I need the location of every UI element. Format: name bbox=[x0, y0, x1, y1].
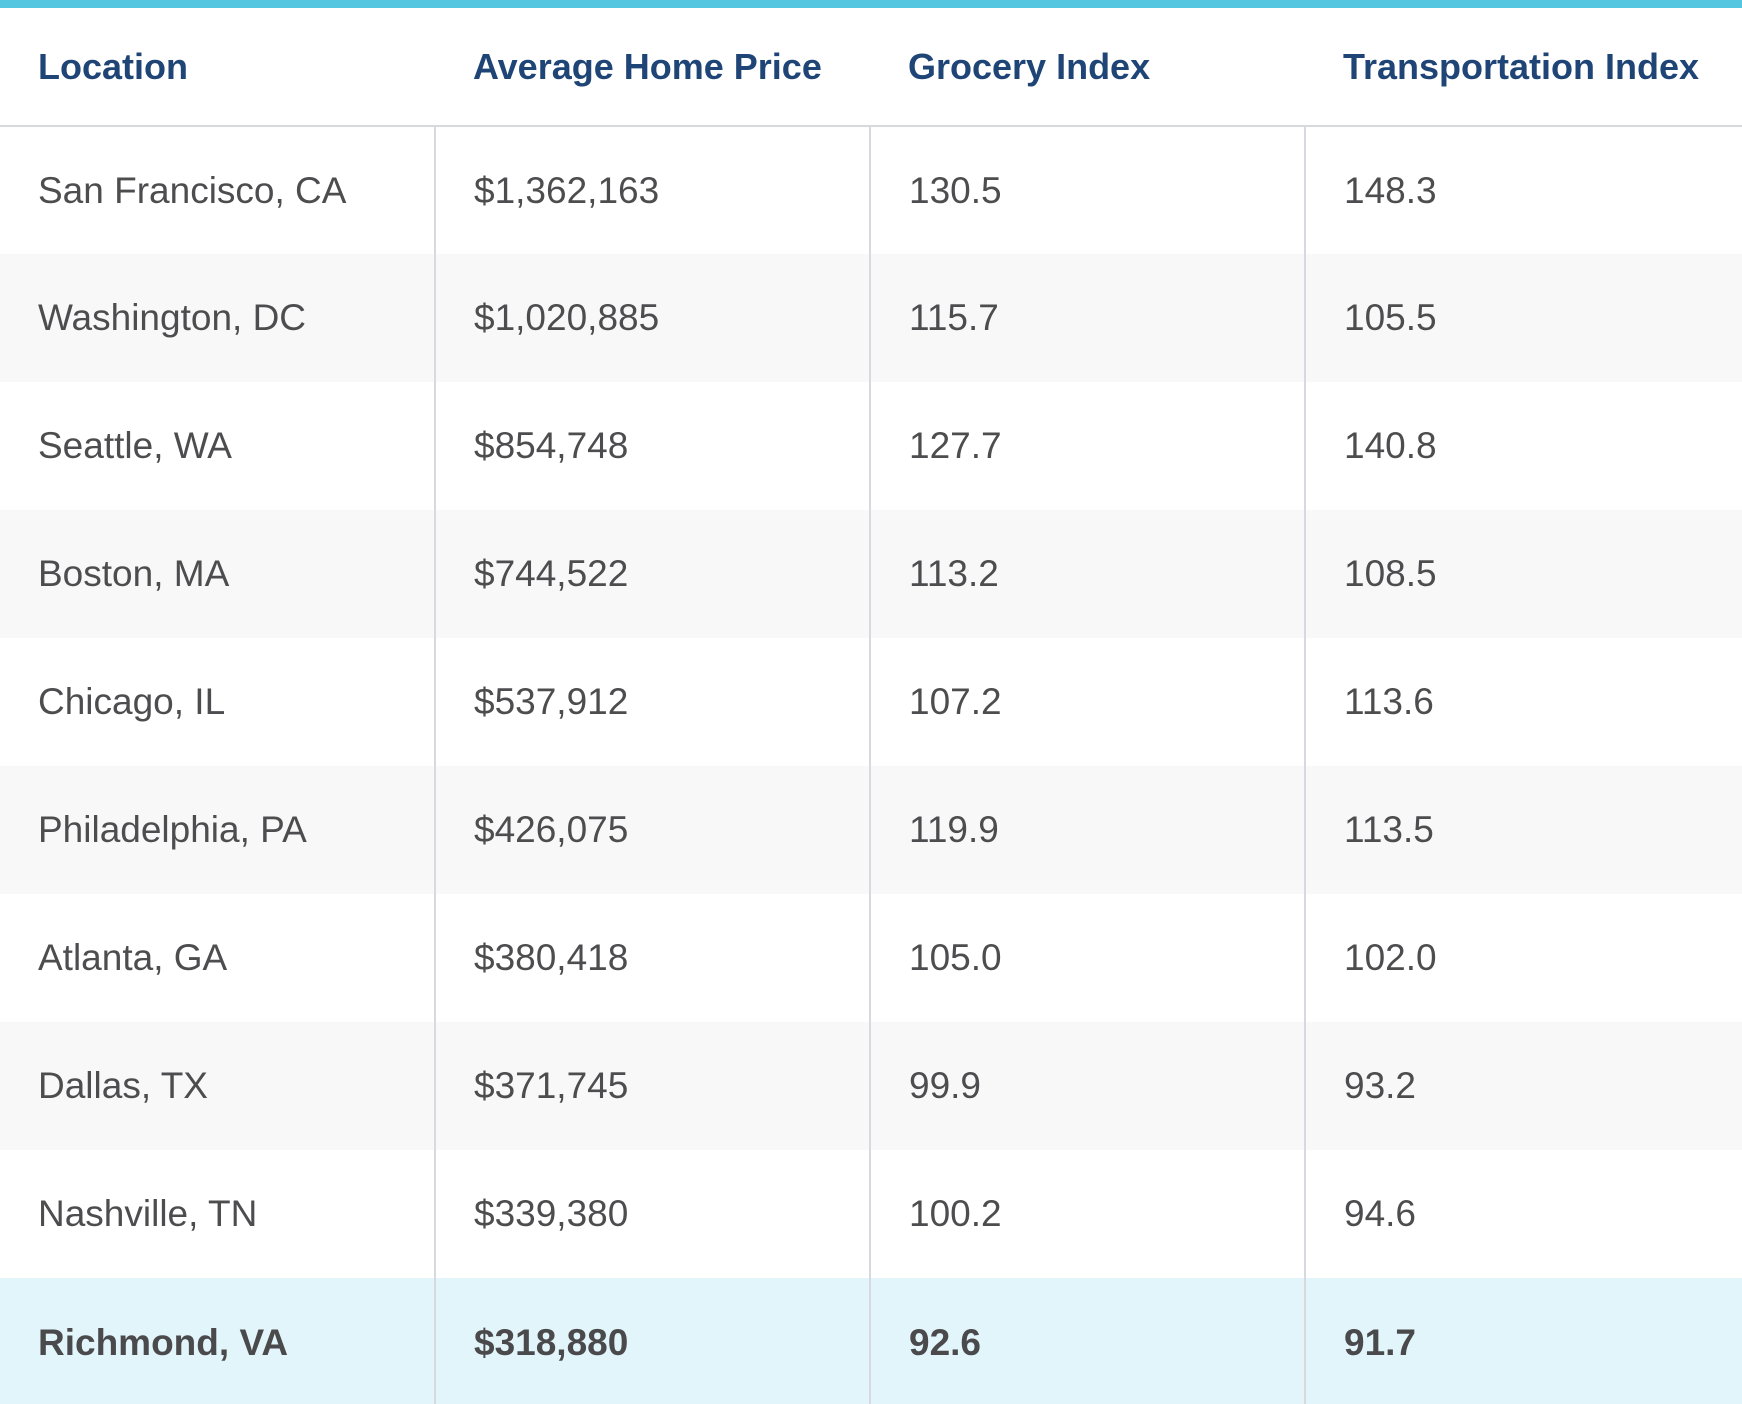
cell-transportation-index: 113.5 bbox=[1304, 766, 1742, 894]
cell-transportation-index: 108.5 bbox=[1304, 510, 1742, 638]
cell-home-price: $339,380 bbox=[434, 1150, 870, 1278]
cell-grocery-index: 105.0 bbox=[869, 894, 1305, 1022]
column-header-average-home-price: Average Home Price bbox=[435, 8, 870, 127]
table-row: Boston, MA $744,522 113.2 108.5 bbox=[0, 510, 1742, 638]
cell-transportation-index: 102.0 bbox=[1304, 894, 1742, 1022]
cell-transportation-index: 94.6 bbox=[1304, 1150, 1742, 1278]
cell-home-price: $371,745 bbox=[434, 1022, 870, 1150]
cell-home-price: $744,522 bbox=[434, 510, 870, 638]
cell-transportation-index: 91.7 bbox=[1304, 1278, 1742, 1404]
cell-grocery-index: 107.2 bbox=[869, 638, 1305, 766]
cell-transportation-index: 93.2 bbox=[1304, 1022, 1742, 1150]
cell-transportation-index: 148.3 bbox=[1304, 126, 1742, 254]
cell-location: San Francisco, CA bbox=[38, 169, 347, 211]
cell-transportation-index: 140.8 bbox=[1304, 382, 1742, 510]
cell-location: Chicago, IL bbox=[38, 681, 226, 722]
cell-transportation-index: 113.6 bbox=[1304, 638, 1742, 766]
cell-home-price: $318,880 bbox=[434, 1278, 870, 1404]
table-row: Washington, DC $1,020,885 115.7 105.5 bbox=[0, 254, 1742, 382]
top-accent-bar bbox=[0, 0, 1742, 8]
cell-location: Washington, DC bbox=[0, 254, 435, 382]
table-row: Philadelphia, PA $426,075 119.9 113.5 bbox=[0, 766, 1742, 894]
cell-home-price: $380,418 bbox=[434, 894, 870, 1022]
cell-grocery-index: 113.2 bbox=[869, 510, 1305, 638]
column-header-transportation-index: Transportation Index bbox=[1305, 8, 1742, 127]
cell-transportation-index: 105.5 bbox=[1304, 254, 1742, 382]
table-row-highlighted: Richmond, VA $318,880 92.6 91.7 bbox=[0, 1278, 1742, 1404]
cell-home-price: $426,075 bbox=[434, 766, 870, 894]
table-row: Dallas, TX $371,745 99.9 93.2 bbox=[0, 1022, 1742, 1150]
cell-location: Nashville, TN bbox=[38, 1193, 258, 1234]
table-header: Location Average Home Price Grocery Inde… bbox=[0, 8, 1742, 127]
cell-grocery-index: 119.9 bbox=[869, 766, 1305, 894]
table-row: Atlanta, GA $380,418 105.0 102.0 bbox=[0, 894, 1742, 1022]
column-header-location: Location bbox=[0, 8, 435, 127]
cell-grocery-index: 115.7 bbox=[869, 254, 1305, 382]
table-row: Seattle, WA $854,748 127.7 140.8 bbox=[0, 382, 1742, 510]
table-row: San Francisco, CA $1,362,163 130.5 148.3 bbox=[0, 126, 1742, 254]
cell-location: Atlanta, GA bbox=[38, 937, 228, 978]
cell-location: Boston, MA bbox=[0, 510, 435, 638]
cell-grocery-index: 130.5 bbox=[869, 126, 1305, 254]
cell-location: Philadelphia, PA bbox=[0, 766, 435, 894]
cell-home-price: $1,020,885 bbox=[434, 254, 870, 382]
cell-location: Dallas, TX bbox=[0, 1022, 435, 1150]
cell-location: Richmond, VA bbox=[0, 1278, 435, 1404]
cell-grocery-index: 100.2 bbox=[869, 1150, 1305, 1278]
cell-grocery-index: 92.6 bbox=[869, 1278, 1305, 1404]
table-row: Chicago, IL $537,912 107.2 113.6 bbox=[0, 638, 1742, 766]
column-header-grocery-index: Grocery Index bbox=[870, 8, 1305, 127]
cell-home-price: $537,912 bbox=[434, 638, 870, 766]
cell-home-price: $854,748 bbox=[434, 382, 870, 510]
cell-location: Seattle, WA bbox=[38, 425, 232, 466]
table-row: Nashville, TN $339,380 100.2 94.6 bbox=[0, 1150, 1742, 1278]
cell-grocery-index: 99.9 bbox=[869, 1022, 1305, 1150]
cost-of-living-table: Location Average Home Price Grocery Inde… bbox=[0, 8, 1742, 1404]
header-row: Location Average Home Price Grocery Inde… bbox=[0, 8, 1742, 127]
cell-home-price: $1,362,163 bbox=[434, 126, 870, 254]
cell-grocery-index: 127.7 bbox=[869, 382, 1305, 510]
table-body: San Francisco, CA $1,362,163 130.5 148.3… bbox=[0, 126, 1742, 1404]
